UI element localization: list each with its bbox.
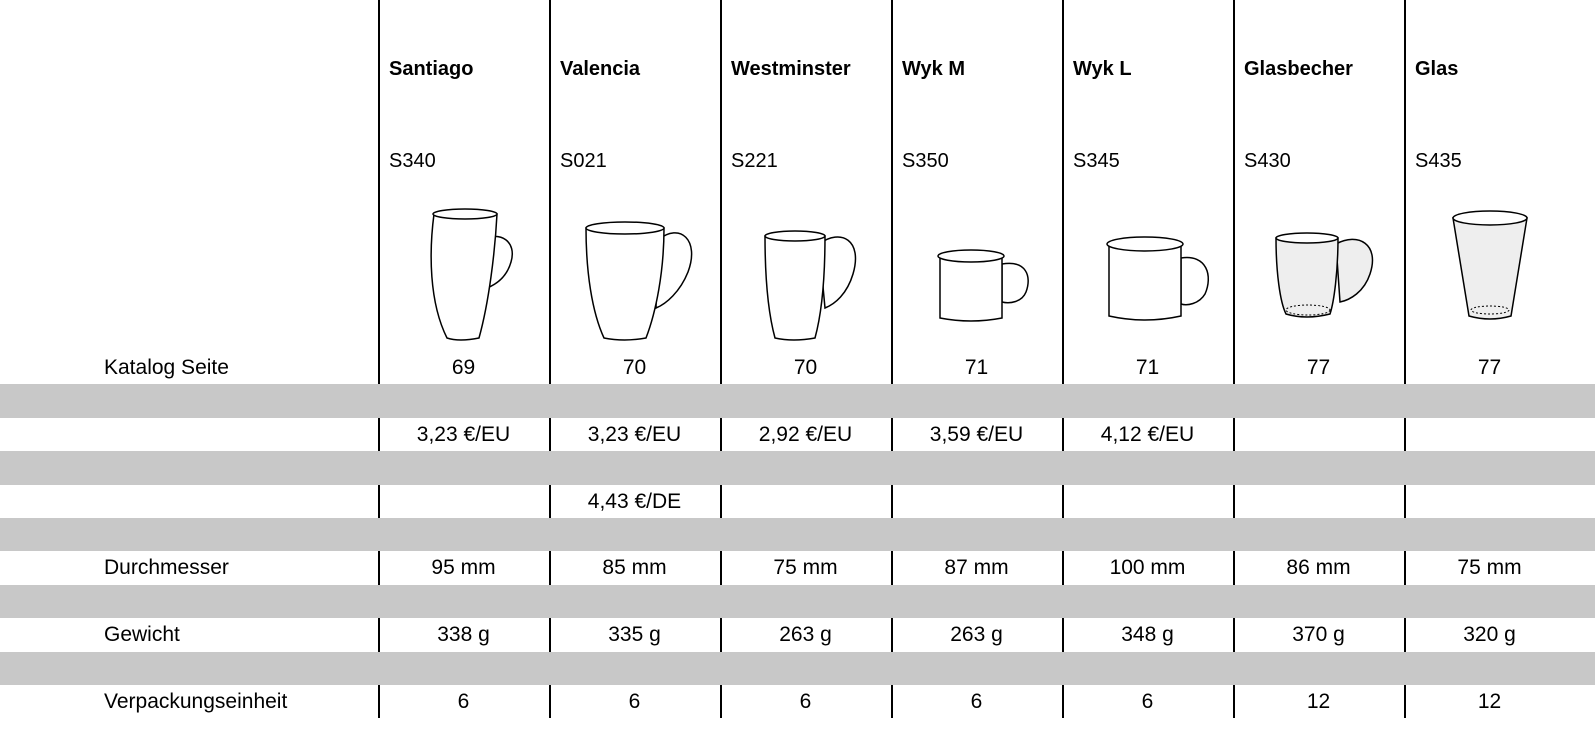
product-code: S350 bbox=[902, 150, 949, 173]
cell-value: 86 mm bbox=[1233, 551, 1404, 584]
cell-value: 77 bbox=[1233, 351, 1404, 384]
cell-value: 348 g bbox=[1062, 618, 1233, 651]
cell-value: 100 mm bbox=[1062, 551, 1233, 584]
cell-value: 75 mm bbox=[720, 551, 891, 584]
cell-value: 71 bbox=[891, 351, 1062, 384]
row-stripe bbox=[0, 451, 1595, 484]
cell-value: 6 bbox=[1062, 685, 1233, 718]
cell-value: 12 bbox=[1404, 685, 1575, 718]
product-name: Glas bbox=[1415, 58, 1458, 81]
product-image bbox=[731, 192, 881, 341]
row-label: Durchmesser bbox=[104, 551, 229, 584]
cell-value: 3,23 €/EU bbox=[378, 418, 549, 451]
product-image bbox=[1244, 192, 1394, 341]
product-code: S021 bbox=[560, 150, 607, 173]
row-stripe bbox=[0, 585, 1595, 618]
cell-value: 338 g bbox=[378, 618, 549, 651]
row-label: Verpackungseinheit bbox=[104, 685, 287, 718]
cell-value: 70 bbox=[549, 351, 720, 384]
cell-value: 77 bbox=[1404, 351, 1575, 384]
cell-value: 70 bbox=[720, 351, 891, 384]
product-name: Wyk L bbox=[1073, 58, 1132, 81]
product-image bbox=[1073, 192, 1223, 341]
cell-value: 3,23 €/EU bbox=[549, 418, 720, 451]
product-name: Valencia bbox=[560, 58, 640, 81]
product-comparison: 121266666VerpackungseinheitGlasGlasPorze… bbox=[0, 0, 1595, 729]
product-code: S340 bbox=[389, 150, 436, 173]
cell-value: 263 g bbox=[720, 618, 891, 651]
cell-value: 85 mm bbox=[549, 551, 720, 584]
cell-value: 3,59 €/EU bbox=[891, 418, 1062, 451]
cell-value: 2,92 €/EU bbox=[720, 418, 891, 451]
cell-value: 6 bbox=[891, 685, 1062, 718]
cell-value: 335 g bbox=[549, 618, 720, 651]
row-stripe bbox=[0, 652, 1595, 685]
product-name: Wyk M bbox=[902, 58, 965, 81]
cell-value: 69 bbox=[378, 351, 549, 384]
cell-value: 71 bbox=[1062, 351, 1233, 384]
product-image bbox=[389, 192, 539, 341]
product-code: S435 bbox=[1415, 150, 1462, 173]
row-label: Katalog Seite bbox=[104, 351, 229, 384]
row-label: Gewicht bbox=[104, 618, 180, 651]
cell-value: 4,43 €/DE bbox=[549, 485, 720, 518]
cell-value: 263 g bbox=[891, 618, 1062, 651]
product-code: S430 bbox=[1244, 150, 1291, 173]
cell-value: 87 mm bbox=[891, 551, 1062, 584]
product-name: Westminster bbox=[731, 58, 851, 81]
product-image bbox=[560, 192, 710, 341]
cell-value: 6 bbox=[378, 685, 549, 718]
cell-value: 95 mm bbox=[378, 551, 549, 584]
product-code: S221 bbox=[731, 150, 778, 173]
cell-value: 6 bbox=[549, 685, 720, 718]
cell-value: 6 bbox=[720, 685, 891, 718]
cell-value: 12 bbox=[1233, 685, 1404, 718]
cell-value: 75 mm bbox=[1404, 551, 1575, 584]
product-name: Glasbecher bbox=[1244, 58, 1353, 81]
row-stripe bbox=[0, 384, 1595, 417]
cell-value: 320 g bbox=[1404, 618, 1575, 651]
product-image bbox=[902, 192, 1052, 341]
cell-value: 4,12 €/EU bbox=[1062, 418, 1233, 451]
cell-value: 370 g bbox=[1233, 618, 1404, 651]
row-stripe bbox=[0, 518, 1595, 551]
product-code: S345 bbox=[1073, 150, 1120, 173]
product-name: Santiago bbox=[389, 58, 473, 81]
product-image bbox=[1415, 192, 1565, 341]
